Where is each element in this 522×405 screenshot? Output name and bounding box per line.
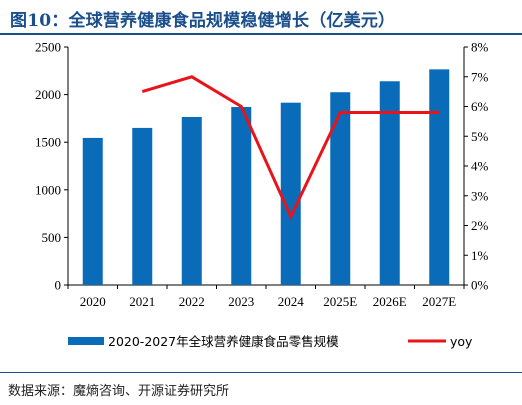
right-tick-label: 5% [471, 129, 489, 144]
legend-line-label: yoy [450, 334, 473, 349]
chart-title: 图10：全球营养健康食品规模稳健增长（亿美元） [10, 11, 396, 31]
chart-axes [67, 47, 465, 286]
left-tick-label: 2000 [35, 87, 61, 102]
yoy-line [141, 75, 440, 221]
legend-bar-swatch [68, 337, 104, 345]
right-tick-label: 7% [471, 69, 489, 84]
source-note: 数据来源：魔熵咨询、开源证券研究所 [8, 384, 230, 399]
left-tick-label: 2500 [35, 40, 61, 55]
x-tick-label: 2020 [80, 294, 106, 309]
bar-series [82, 69, 450, 285]
x-tick-label: 2021 [129, 294, 155, 309]
left-tick-label: 500 [42, 230, 62, 245]
bar-2025E [330, 92, 351, 285]
right-tick-label: 4% [471, 159, 489, 174]
title-divider [0, 33, 522, 35]
left-tick-label: 0 [55, 278, 62, 293]
right-tick-label: 6% [471, 99, 489, 114]
bar-2023 [231, 106, 252, 285]
x-tick-label: 2022 [179, 294, 205, 309]
x-tick-label: 2025E [323, 294, 357, 309]
bar-2027E [429, 69, 450, 285]
right-tick-label: 2% [471, 218, 489, 233]
x-tick-label: 2027E [422, 294, 456, 309]
bar-2022 [181, 116, 202, 285]
yoy-series [141, 75, 440, 221]
left-tick-label: 1000 [35, 182, 61, 197]
right-axis-ticks: 0% 1% 2% 3% 4% 5% 6% 7% 8% [464, 40, 489, 293]
x-axis-ticks: 2020 2021 2022 2023 2024 2025E 2026E 2027E [67, 285, 465, 309]
legend-bar-label: 2020-2027年全球营养健康食品零售规模 [108, 334, 339, 349]
x-tick-label: 2024 [278, 294, 305, 309]
bar-2024 [280, 102, 301, 285]
x-tick-label: 2023 [228, 294, 254, 309]
left-axis-ticks: 0 500 1000 1500 2000 2500 [35, 40, 68, 293]
bar-2021 [132, 127, 153, 285]
left-tick-label: 1500 [35, 135, 61, 150]
right-tick-label: 3% [471, 188, 489, 203]
title-bar: 图10：全球营养健康食品规模稳健增长（亿美元） [0, 0, 522, 36]
bar-2026E [379, 81, 400, 285]
right-tick-label: 0% [471, 278, 489, 293]
legend: 2020-2027年全球营养健康食品零售规模 yoy [68, 334, 473, 349]
right-tick-label: 1% [471, 248, 489, 263]
bar-2020 [82, 137, 103, 285]
footer-divider [0, 372, 522, 373]
right-tick-label: 8% [471, 40, 489, 55]
x-tick-label: 2026E [373, 294, 407, 309]
